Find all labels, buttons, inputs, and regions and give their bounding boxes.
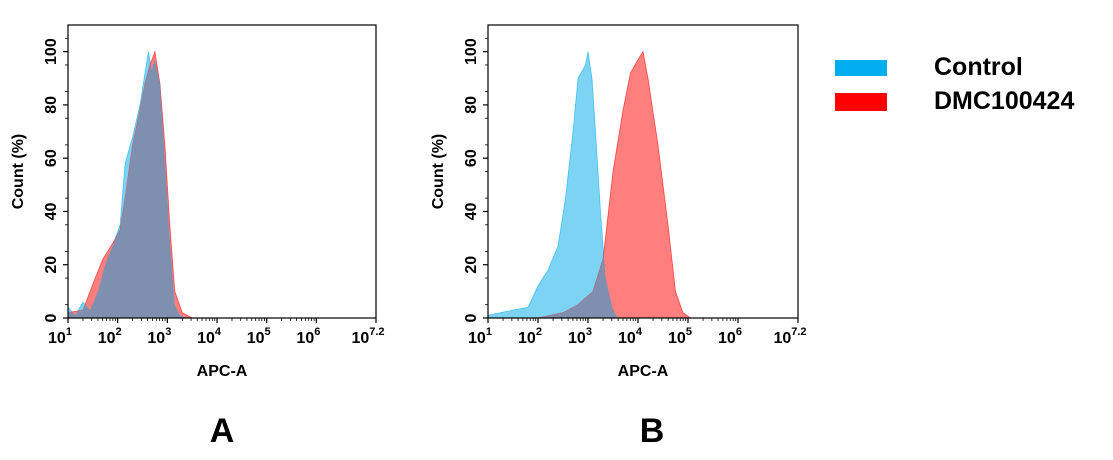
x-tick-label: 103	[568, 326, 592, 347]
y-tick-label: 0	[43, 313, 60, 322]
y-tick-label: 0	[463, 313, 480, 322]
x-tick-base: 10	[468, 330, 486, 347]
x-axis-label: APC-A	[197, 363, 248, 380]
x-tick-base: 10	[351, 330, 369, 347]
x-tick-base: 10	[668, 330, 686, 347]
x-tick-exponent: 2	[536, 326, 542, 338]
x-tick-exponent: 6	[736, 326, 742, 338]
x-tick-base: 10	[247, 330, 265, 347]
y-tick-label: 20	[463, 256, 480, 274]
x-tick-exponent: 7.2	[369, 326, 384, 338]
x-tick-exponent: 3	[165, 326, 171, 338]
x-tick-exponent: 7.2	[791, 326, 806, 338]
x-axis-label: APC-A	[618, 363, 669, 380]
y-tick-label: 100	[43, 38, 60, 65]
panel-label: B	[640, 412, 665, 450]
x-tick-exponent: 5	[265, 326, 271, 338]
y-tick-label: 40	[463, 202, 480, 220]
x-tick-base: 10	[718, 330, 736, 347]
x-tick-base: 10	[48, 330, 66, 347]
x-tick-base: 10	[147, 330, 165, 347]
x-tick-exponent: 4	[636, 326, 643, 338]
x-tick-exponent: 6	[314, 326, 320, 338]
y-tick-label: 100	[463, 38, 480, 65]
x-tick-label: 107.2	[351, 326, 384, 347]
x-tick-label: 105	[247, 326, 271, 347]
x-tick-label: 106	[718, 326, 742, 347]
x-tick-exponent: 1	[66, 326, 72, 338]
y-tick-label: 80	[43, 96, 60, 114]
x-tick-exponent: 3	[586, 326, 592, 338]
x-tick-label: 107.2	[773, 326, 806, 347]
x-tick-exponent: 2	[116, 326, 122, 338]
x-tick-base: 10	[618, 330, 636, 347]
legend-swatch-sample	[835, 93, 887, 111]
series-overlap-area	[68, 59, 292, 318]
x-tick-label: 101	[48, 326, 72, 347]
y-axis-label: Count (%)	[430, 134, 447, 210]
x-tick-label: 105	[668, 326, 692, 347]
x-tick-exponent: 1	[486, 326, 492, 338]
x-tick-base: 10	[518, 330, 536, 347]
x-tick-base: 10	[296, 330, 314, 347]
y-tick-label: 80	[463, 96, 480, 114]
x-tick-label: 101	[468, 326, 492, 347]
x-tick-label: 102	[518, 326, 542, 347]
series-overlap-area	[488, 255, 713, 318]
x-tick-label: 103	[147, 326, 171, 347]
x-tick-exponent: 4	[215, 326, 222, 338]
legend-label-sample: DMC100424	[934, 87, 1074, 115]
x-tick-label: 102	[98, 326, 122, 347]
y-tick-label: 20	[43, 256, 60, 274]
legend-label-control: Control	[934, 53, 1023, 81]
x-tick-label: 106	[296, 326, 320, 347]
x-tick-base: 10	[568, 330, 586, 347]
y-tick-label: 60	[463, 149, 480, 167]
legend: Control DMC100424	[835, 53, 1074, 115]
x-tick-base: 10	[98, 330, 116, 347]
x-tick-base: 10	[197, 330, 215, 347]
y-tick-label: 40	[43, 202, 60, 220]
y-tick-label: 60	[43, 149, 60, 167]
x-tick-exponent: 5	[686, 326, 692, 338]
y-axis-label: Count (%)	[10, 134, 27, 210]
x-tick-label: 104	[197, 326, 222, 347]
x-tick-base: 10	[773, 330, 791, 347]
x-tick-label: 104	[618, 326, 643, 347]
panel-label: A	[210, 412, 235, 450]
legend-swatch-control	[835, 60, 887, 76]
